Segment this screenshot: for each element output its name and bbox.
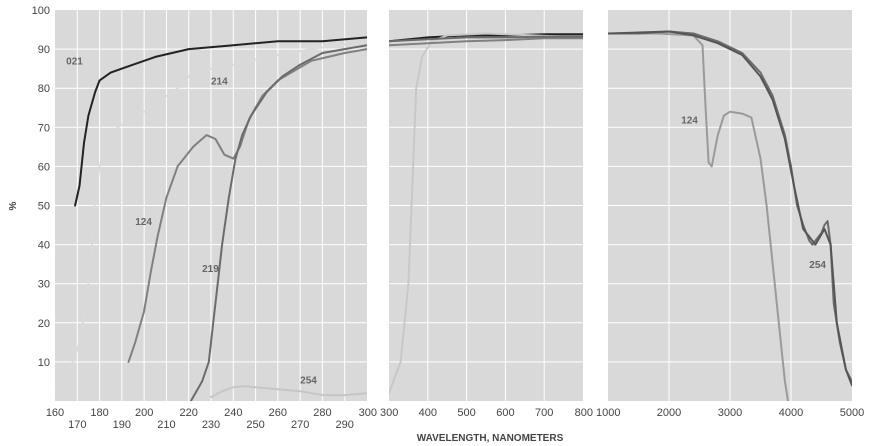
series-label-219: 219 [202, 264, 219, 275]
x-tick-label: 180 [90, 407, 108, 419]
x-tick-label: 600 [496, 407, 514, 419]
panel-ir: 124 254 [608, 10, 852, 401]
y-tick-label: 60 [38, 161, 50, 173]
x-tick-label-lower: 190 [113, 419, 131, 431]
series-label-214: 214 [211, 76, 228, 87]
y-tick-label: 50 [38, 201, 50, 213]
x-tick-label: 2000 [657, 407, 681, 419]
y-axis: 10 20 30 40 50 60 70 80 90 100 [32, 5, 50, 369]
y-tick-label: 80 [38, 83, 50, 95]
x-tick-label-lower: 230 [202, 419, 220, 431]
x-tick-label-lower: 210 [157, 419, 175, 431]
x-tick-label: 500 [457, 407, 475, 419]
x-axis: 160 180 200 220 240 260 280 300 170 190 210 230 250 2… [46, 407, 864, 431]
series-label-124: 124 [681, 115, 698, 126]
y-tick-label: 40 [38, 240, 50, 252]
y-axis-title: % [8, 201, 19, 210]
x-tick-label: 300 [380, 407, 398, 419]
series-label-254: 254 [809, 260, 826, 271]
x-tick-label: 220 [180, 407, 198, 419]
x-tick-label: 700 [535, 407, 553, 419]
x-tick-label: 260 [269, 407, 287, 419]
x-tick-label-lower: 270 [291, 419, 309, 431]
x-tick-label: 300 [359, 407, 377, 419]
y-tick-label: 70 [38, 122, 50, 134]
y-tick-label: 10 [38, 357, 50, 369]
x-tick-label: 200 [135, 407, 153, 419]
x-tick-label-lower: 250 [246, 419, 264, 431]
x-tick-label: 4000 [779, 407, 803, 419]
y-tick-label: 90 [38, 44, 50, 56]
series-label-254: 254 [300, 375, 317, 386]
x-tick-label: 3000 [718, 407, 742, 419]
x-tick-label-lower: 290 [336, 419, 354, 431]
panel-vis [389, 10, 583, 401]
x-tick-label: 400 [419, 407, 437, 419]
y-tick-label: 100 [32, 5, 50, 17]
y-tick-label: 30 [38, 279, 50, 291]
x-tick-label: 280 [313, 407, 331, 419]
chart-panels: 021 214 124 219 254 124 254 [55, 10, 852, 401]
x-tick-label: 240 [224, 407, 242, 419]
series-label-021: 021 [66, 57, 83, 68]
x-tick-label: 1000 [596, 407, 620, 419]
y-tick-label: 20 [38, 318, 50, 330]
series-label-124: 124 [135, 217, 152, 228]
x-tick-label: 160 [46, 407, 64, 419]
x-tick-label-lower: 170 [68, 419, 86, 431]
x-tick-label: 5000 [840, 407, 864, 419]
x-tick-label: 800 [575, 407, 593, 419]
x-axis-title: WAVELENGTH, NANOMETERS [417, 433, 564, 444]
panel-uv: 021 214 124 219 254 [55, 10, 367, 401]
